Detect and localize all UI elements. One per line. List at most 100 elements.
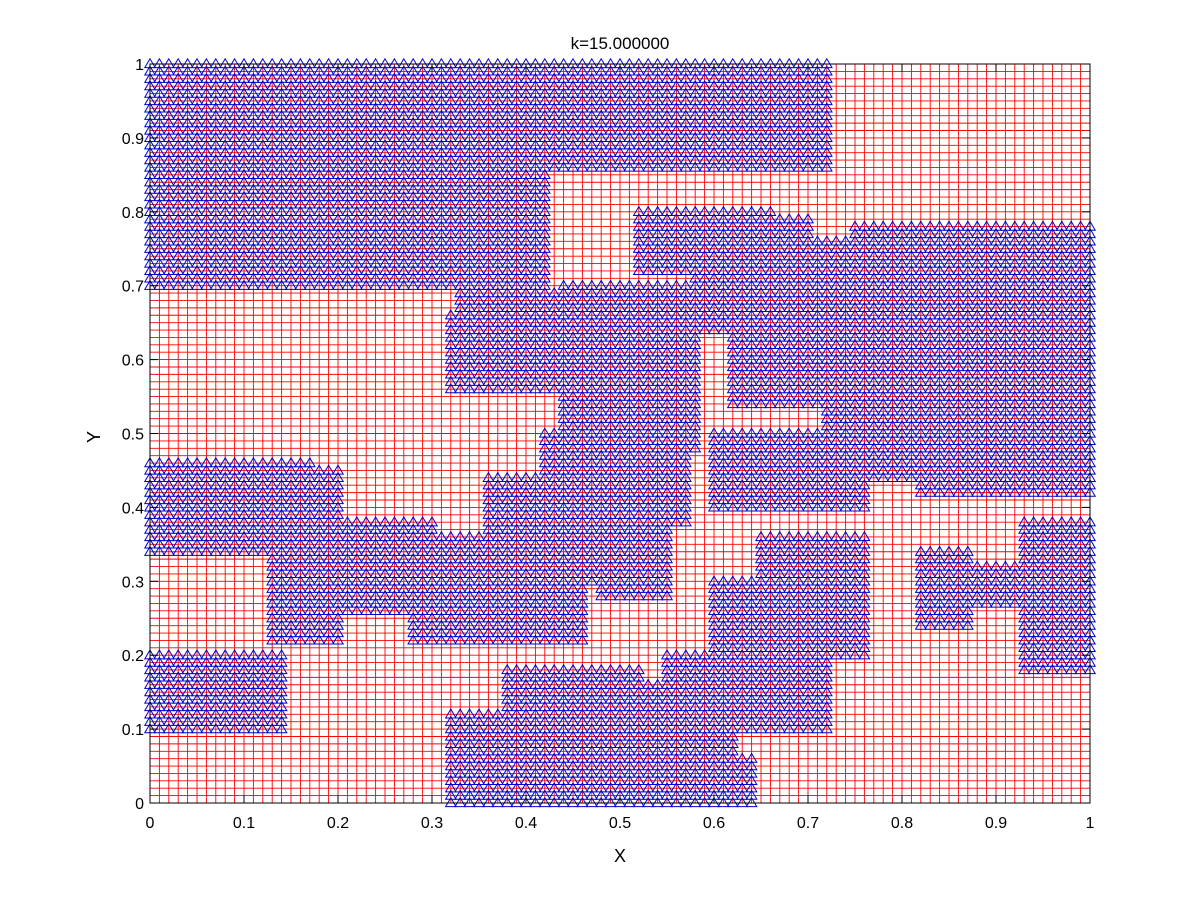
data-point-triangle [529, 671, 542, 682]
data-point-triangle [585, 737, 598, 749]
data-point-triangle [237, 678, 251, 689]
data-point-triangle [651, 523, 664, 534]
data-point-triangle [623, 57, 636, 69]
data-point-triangle [585, 759, 598, 771]
data-point-triangle [247, 656, 260, 667]
data-point-triangle [613, 508, 627, 519]
data-point-triangle [651, 730, 664, 741]
data-point-triangle [764, 663, 777, 675]
data-point-triangle [717, 767, 730, 778]
data-point-triangle [322, 634, 335, 645]
data-point-triangle [501, 782, 514, 793]
data-point-triangle [613, 538, 627, 549]
data-point-triangle [689, 782, 702, 793]
data-point-triangle [153, 109, 166, 120]
data-point-triangle [190, 168, 204, 179]
data-point-triangle [576, 338, 589, 349]
data-point-triangle [698, 220, 711, 231]
data-point-triangle [350, 168, 363, 179]
data-point-triangle [425, 612, 439, 623]
data-point-triangle [247, 168, 260, 179]
data-point-triangle [538, 257, 551, 268]
data-point-triangle [472, 301, 486, 313]
data-point-triangle [275, 589, 288, 601]
data-point-triangle [642, 685, 655, 697]
data-point-triangle [313, 249, 326, 261]
data-point-triangle [585, 789, 598, 800]
data-point-triangle [425, 220, 439, 231]
data-point-triangle [237, 486, 251, 497]
data-point-triangle [510, 560, 523, 571]
data-point-triangle [369, 604, 382, 615]
data-point-triangle [313, 545, 326, 556]
data-point-triangle [613, 456, 627, 468]
data-point-triangle [397, 560, 410, 571]
data-point-triangle [284, 87, 298, 98]
data-point-triangle [726, 146, 739, 157]
data-point-triangle [811, 604, 824, 615]
data-point-triangle [538, 789, 551, 800]
data-point-triangle [670, 649, 683, 660]
data-point-triangle [830, 612, 843, 623]
data-point-triangle [848, 560, 862, 571]
data-point-triangle [256, 663, 269, 675]
data-point-triangle [275, 649, 288, 660]
data-point-triangle [585, 752, 598, 763]
data-point-triangle [153, 220, 166, 231]
data-point-triangle [378, 567, 392, 579]
data-point-triangle [566, 301, 580, 313]
data-point-triangle [660, 405, 674, 416]
data-point-triangle [472, 294, 486, 305]
data-point-triangle [717, 316, 730, 327]
data-point-triangle [172, 722, 185, 734]
data-point-triangle [745, 582, 758, 593]
data-point-triangle [162, 205, 175, 216]
data-point-triangle [237, 508, 251, 519]
data-point-triangle [604, 538, 617, 549]
data-point-triangle [331, 493, 345, 505]
data-point-triangle [538, 116, 551, 128]
data-point-triangle [209, 471, 222, 482]
data-point-triangle [670, 301, 683, 313]
data-point-triangle [726, 286, 739, 298]
data-point-triangle [491, 560, 504, 571]
data-point-triangle [754, 678, 768, 689]
data-point-triangle [538, 464, 551, 475]
data-point-triangle [679, 700, 692, 712]
data-point-triangle [736, 139, 749, 150]
data-point-triangle [830, 619, 843, 630]
data-point-triangle [444, 272, 457, 283]
data-point-triangle [331, 249, 345, 261]
data-point-triangle [519, 213, 533, 224]
data-point-triangle [510, 316, 523, 327]
data-point-triangle [726, 649, 739, 660]
data-point-triangle [341, 102, 354, 113]
data-point-triangle [773, 220, 786, 231]
data-point-triangle [623, 102, 636, 113]
data-point-triangle [632, 745, 645, 756]
data-point-triangle [801, 286, 815, 298]
data-point-triangle [811, 612, 824, 623]
data-point-triangle [529, 294, 542, 305]
data-point-triangle [848, 626, 862, 638]
data-point-triangle [181, 183, 194, 194]
data-point-triangle [585, 552, 598, 564]
data-point-triangle [472, 715, 486, 726]
data-point-triangle [162, 131, 175, 143]
data-point-triangle [181, 131, 194, 143]
data-point-triangle [557, 124, 570, 135]
data-point-triangle [595, 124, 608, 135]
data-point-triangle [811, 582, 824, 593]
data-point-triangle [585, 139, 598, 150]
data-point-triangle [651, 397, 664, 409]
data-point-triangle [256, 153, 269, 165]
data-point-triangle [463, 530, 476, 542]
data-point-triangle [416, 612, 429, 623]
data-point-triangle [548, 530, 561, 542]
data-point-triangle [153, 515, 166, 527]
data-point-triangle [529, 316, 542, 327]
data-point-triangle [303, 486, 316, 497]
data-point-triangle [613, 530, 627, 542]
data-point-triangle [153, 493, 166, 505]
data-point-triangle [472, 213, 486, 224]
